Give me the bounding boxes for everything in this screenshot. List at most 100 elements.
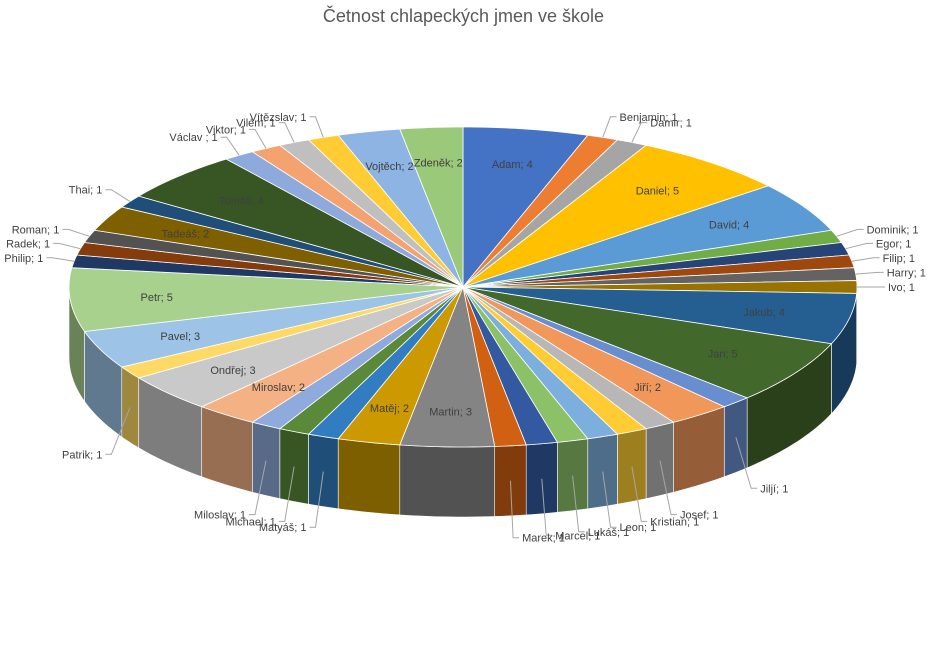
data-label-thai: Thai; 1 <box>69 185 103 197</box>
data-label-marcel: Marcel; 1 <box>555 530 600 542</box>
pie-slice-tadeas <box>93 206 464 288</box>
chart-title: Četnost chlapeckých jmen ve škole <box>322 6 605 26</box>
pie-slice-egor <box>462 242 850 288</box>
data-label-ivo: Ivo; 1 <box>888 282 915 294</box>
pie-slice-david <box>462 185 833 288</box>
pie-side-matyas <box>308 433 339 510</box>
leader-lines <box>46 116 885 539</box>
pie-side-josef <box>645 421 674 500</box>
data-label-zdenek: Zdeněk; 2 <box>414 158 463 170</box>
data-label-egor: Egor; 1 <box>876 238 911 250</box>
pie-slice-jan <box>462 286 833 399</box>
data-label-jan: Jan; 5 <box>708 349 738 361</box>
data-label-daniel: Daniel; 5 <box>636 185 679 197</box>
leader-line-filip <box>851 257 880 262</box>
pie-slice-josef <box>462 286 675 430</box>
leader-line-vitezslav <box>309 116 324 138</box>
leader-line-dominik <box>836 228 864 237</box>
leader-line-egor <box>845 242 873 250</box>
data-label-filip: Filip; 1 <box>883 253 915 265</box>
pie-slice-vojtech <box>337 128 464 288</box>
data-label-leon: Leon; 1 <box>620 522 657 534</box>
data-label-miroslav: Miroslav; 2 <box>252 382 305 394</box>
pie-slice-benjamin <box>462 134 619 288</box>
pie-side-patrik <box>121 366 140 449</box>
pie-slice-lukas <box>462 286 589 443</box>
pie-side-lukas <box>556 438 589 513</box>
pie-slice-zdenek <box>399 126 464 288</box>
pie-slice-miloslav <box>251 286 464 430</box>
leader-line-radek <box>53 242 81 250</box>
pie-slice-marek <box>462 286 527 447</box>
pie-slice-miroslav <box>200 286 464 423</box>
leader-line-harry <box>855 271 884 275</box>
data-label-josef: Josef; 1 <box>680 510 719 522</box>
data-label-martin: Martin; 3 <box>429 407 472 419</box>
data-label-vaclav: Václav ; 1 <box>169 132 217 144</box>
leader-line-vilem <box>278 122 295 143</box>
pie-slice-damir <box>462 139 648 288</box>
pie-slice-jilji <box>462 286 749 408</box>
data-label-matyas: Matyáš; 1 <box>259 522 307 534</box>
pie-slice-petr <box>68 267 464 332</box>
pie-slice-tomas <box>137 158 464 288</box>
pie-slice-adam <box>462 126 589 289</box>
pie-slice-patrik <box>120 286 464 379</box>
data-label-damir: Damir; 1 <box>650 118 692 130</box>
pie-slice-marcel <box>462 286 558 446</box>
pie-side-marcel <box>525 442 558 516</box>
pie-side-leon <box>587 433 618 510</box>
data-label-vojtech: Vojtěch; 2 <box>365 161 413 173</box>
pie-side-miloslav <box>252 421 281 500</box>
leader-line-thai <box>105 189 131 202</box>
pie-slice-michael <box>278 286 464 435</box>
pie-slice-leon <box>462 286 619 440</box>
leader-line-josef <box>659 460 677 516</box>
leader-line-marek <box>510 480 520 539</box>
data-label-ondrej: Ondřej; 3 <box>210 365 255 377</box>
pie-side-martin <box>399 444 495 518</box>
data-label-harry: Harry; 1 <box>887 267 926 279</box>
data-label-roman: Roman; 1 <box>12 224 60 236</box>
pie-slice-pavel <box>83 286 464 368</box>
leader-line-leon <box>602 471 617 528</box>
pie-slice-daniel <box>462 144 770 288</box>
data-label-patrik: Patrik; 1 <box>62 449 102 461</box>
data-label-vilem: Vilém; 1 <box>236 118 276 130</box>
pie-slice-filip <box>462 254 855 288</box>
leader-line-viktor <box>249 128 267 149</box>
pie-side-kristian <box>617 428 647 505</box>
pie-slice-jiri <box>462 286 726 423</box>
leader-line-jilji <box>735 437 758 489</box>
pie-slice-jakub <box>462 286 858 345</box>
leader-line-vaclav <box>220 136 240 156</box>
leader-line-matyas <box>309 471 324 528</box>
pie-slice-ivo <box>462 280 858 294</box>
pie-slice-viktor <box>251 144 464 288</box>
data-label-philip: Philip; 1 <box>4 253 43 265</box>
leader-line-lukas <box>572 475 585 533</box>
pie-slice-martin <box>399 285 496 448</box>
leader-line-roman <box>62 228 90 237</box>
leader-line-miloslav <box>249 460 267 516</box>
data-label-kristian: Kristian; 1 <box>650 516 699 528</box>
leader-line-philip <box>46 257 75 262</box>
data-label-david: David; 4 <box>709 220 749 232</box>
data-label-michael: Michael; 1 <box>226 516 276 528</box>
pie-side-marek <box>494 444 527 517</box>
data-label-radek: Radek; 1 <box>6 238 50 250</box>
pie-slice-vitezslav <box>307 134 464 288</box>
data-label-tadeas: Tadeáš; 2 <box>162 229 210 241</box>
pie-slice-ondrej <box>137 286 464 408</box>
data-label-miloslav: Miloslav; 1 <box>194 510 246 522</box>
data-label-adam: Adam; 4 <box>492 159 533 171</box>
pie-side-matej <box>337 438 401 516</box>
data-label-marek: Marek; 1 <box>522 533 565 545</box>
data-label-matej: Matěj; 2 <box>370 403 409 415</box>
leader-line-damir <box>631 122 648 143</box>
data-label-pavel: Pavel; 3 <box>160 331 200 343</box>
data-label-lukas: Lukáš; 1 <box>588 527 630 539</box>
data-label-tomas: Tomáš; 4 <box>219 196 264 208</box>
